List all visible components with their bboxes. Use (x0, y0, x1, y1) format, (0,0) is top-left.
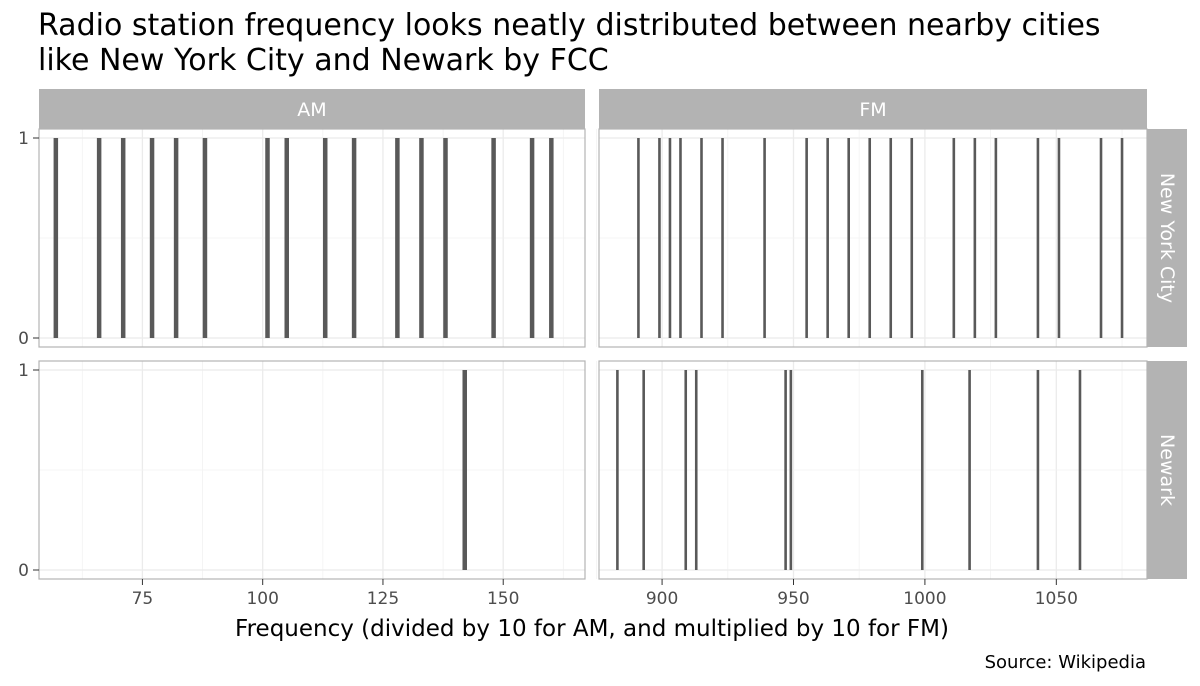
x-tick-label: 1050 (1035, 589, 1078, 609)
strip-label-fm: FM (859, 99, 886, 121)
bar-new-york-city-fm (763, 138, 766, 338)
bar-newark-am (462, 370, 467, 570)
bar-new-york-city-am (322, 138, 328, 338)
bar-new-york-city-am (202, 138, 208, 338)
bar-newark-fm (616, 370, 619, 570)
x-tick-label: 900 (646, 589, 678, 609)
bar-newark-fm (694, 370, 698, 570)
bar-new-york-city-am (529, 138, 535, 338)
bar-new-york-city-fm (973, 138, 977, 338)
bar-new-york-city-am (351, 138, 357, 338)
y-tick-label: 1 (18, 361, 29, 381)
bar-newark-fm (920, 370, 924, 570)
chart-title-line-2: like New York City and Newark by FCC (38, 43, 609, 78)
bar-new-york-city-am (120, 138, 126, 338)
bar-new-york-city-fm (889, 138, 893, 338)
bar-new-york-city-fm (668, 138, 672, 338)
chart-title-line-1: Radio station frequency looks neatly dis… (38, 8, 1101, 43)
strip-label-new-york-city: New York City (1156, 173, 1178, 303)
bar-newark-fm (1078, 370, 1082, 570)
bar-new-york-city-am (419, 138, 424, 338)
panel-newark-fm (595, 360, 1148, 580)
x-axis-title: Frequency (divided by 10 for AM, and mul… (235, 616, 949, 642)
strip-label-am: AM (297, 99, 326, 121)
bar-new-york-city-fm (994, 138, 998, 338)
bar-new-york-city-fm (721, 138, 724, 338)
bar-newark-fm (1036, 370, 1040, 570)
bar-new-york-city-fm (1057, 138, 1061, 338)
bar-new-york-city-fm (1036, 138, 1040, 338)
y-tick-label: 0 (18, 561, 29, 581)
y-tick-label: 0 (18, 329, 29, 349)
panel-new-york-city-fm (595, 128, 1148, 348)
bar-new-york-city-am (96, 138, 102, 338)
bar-new-york-city-fm (1099, 138, 1103, 338)
bar-new-york-city-fm (847, 138, 850, 338)
facet-panels: AM FM New York City Newark 0 1 0 1 75 100 125 150 90… (18, 89, 1187, 609)
bar-new-york-city-am (265, 138, 270, 338)
panel-border (38, 128, 586, 348)
strip-newark (1147, 361, 1187, 579)
x-tick-label: 100 (246, 589, 278, 609)
bar-new-york-city-am (395, 138, 400, 338)
bar-new-york-city-fm (826, 138, 829, 338)
bar-new-york-city-fm (637, 138, 640, 338)
bar-new-york-city-fm (805, 138, 808, 338)
strip-fm (599, 89, 1147, 129)
panel-newark-am (38, 360, 586, 580)
strip-am (39, 89, 585, 129)
bar-new-york-city-fm (1120, 138, 1124, 338)
panel-border (38, 360, 586, 580)
bar-new-york-city-am (173, 138, 179, 338)
bar-new-york-city-am (149, 138, 155, 338)
x-tick-label: 75 (132, 589, 154, 609)
bar-new-york-city-fm (658, 138, 661, 338)
bar-new-york-city-fm (868, 138, 872, 338)
bar-new-york-city-fm (700, 138, 703, 338)
bar-newark-fm (642, 370, 645, 570)
bar-newark-fm (784, 370, 787, 570)
bar-new-york-city-fm (679, 138, 682, 338)
panel-new-york-city-am (38, 128, 586, 348)
bar-new-york-city-am (284, 138, 289, 338)
bar-new-york-city-fm (952, 138, 956, 338)
bar-newark-fm (789, 370, 793, 570)
strip-new-york-city (1147, 129, 1187, 347)
bar-newark-fm (684, 370, 688, 570)
chart-caption: Source: Wikipedia (985, 652, 1146, 673)
bar-new-york-city-am (443, 138, 448, 338)
panel-border (598, 128, 1148, 348)
bar-new-york-city-am (549, 138, 554, 338)
x-tick-label: 125 (367, 589, 399, 609)
panel-border (598, 360, 1148, 580)
x-tick-label: 950 (777, 589, 809, 609)
bar-new-york-city-am (53, 138, 59, 338)
bar-new-york-city-fm (910, 138, 914, 338)
x-tick-label: 150 (487, 589, 519, 609)
bar-new-york-city-am (491, 138, 496, 338)
y-tick-label: 1 (18, 129, 29, 149)
bar-newark-fm (968, 370, 971, 570)
x-tick-label: 1000 (903, 589, 946, 609)
strip-label-newark: Newark (1156, 434, 1178, 506)
